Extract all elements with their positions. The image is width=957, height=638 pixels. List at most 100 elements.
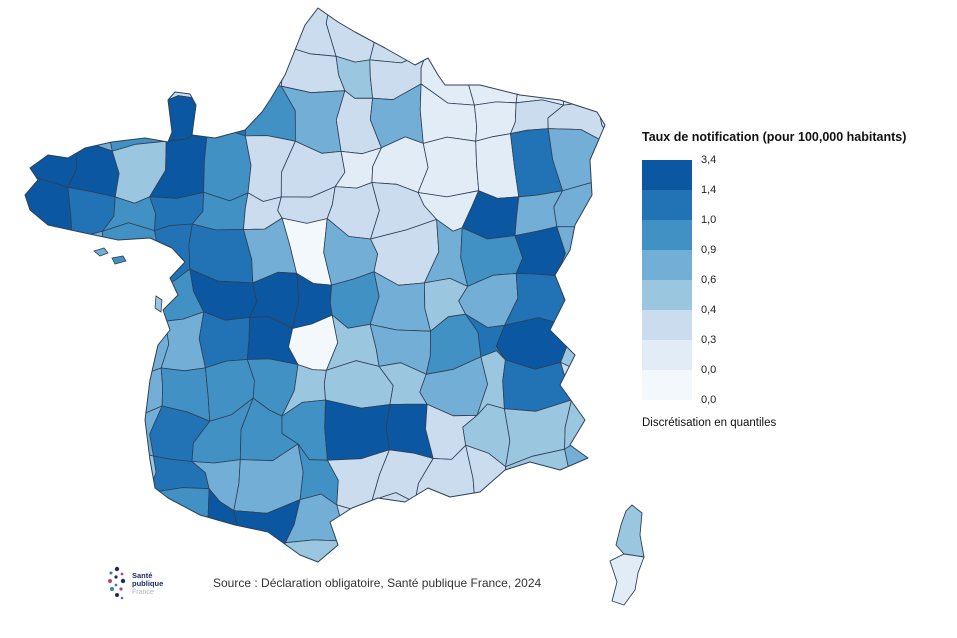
legend-title: Taux de notification (pour 100,000 habit… <box>642 130 907 144</box>
department-cell <box>504 488 561 552</box>
department-cell <box>25 454 73 499</box>
island <box>93 247 109 257</box>
legend-swatch <box>642 370 692 400</box>
department-cell <box>99 8 167 62</box>
france-choropleth-map <box>24 7 665 606</box>
legend-swatch <box>642 340 692 370</box>
department-cell <box>324 399 391 461</box>
logo-dot <box>109 571 113 575</box>
source-text: Source : Déclaration obligatoire, Santé … <box>213 576 542 590</box>
legend-swatch <box>642 250 692 280</box>
department-cell <box>421 8 476 62</box>
logo-dot <box>120 578 126 584</box>
department-cell <box>605 443 665 501</box>
department-cell <box>467 55 520 106</box>
legend-tick-label: 0,6 <box>701 274 717 286</box>
logo-dot <box>114 583 118 587</box>
department-cell <box>25 364 61 421</box>
department-cell <box>551 8 605 47</box>
department-cell <box>595 46 605 99</box>
department-cell <box>336 499 376 547</box>
department-cell <box>71 269 112 330</box>
department-cell <box>25 409 68 461</box>
department-cell <box>560 543 603 562</box>
legend-tick-label: 3,4 <box>701 154 717 166</box>
department-cell <box>25 539 67 562</box>
legend-tick-label: 0,0 <box>701 394 717 406</box>
department-cell <box>552 485 605 556</box>
department-cell <box>54 92 113 152</box>
department-cell <box>281 8 337 57</box>
sante-publique-france-logo: Santé publique France <box>107 565 163 605</box>
department-cell <box>59 319 109 371</box>
legend-swatch <box>642 160 692 190</box>
department-cell <box>60 491 125 555</box>
department-cell <box>25 271 79 333</box>
department-cell <box>52 365 121 415</box>
department-cell <box>25 318 74 377</box>
department-cell <box>237 41 284 92</box>
legend-swatch <box>642 220 692 250</box>
department-cell <box>514 226 566 277</box>
logo-line-sante: Santé <box>132 571 153 580</box>
department-cell <box>107 367 164 416</box>
logo-dot <box>114 566 120 572</box>
department-cell <box>555 226 605 285</box>
department-cell <box>193 8 251 60</box>
department-cell <box>52 8 110 53</box>
legend-tick-label: 0,4 <box>701 304 717 316</box>
department-cell <box>153 95 209 142</box>
department-cell <box>596 8 605 49</box>
department-cell <box>149 8 206 66</box>
department-cell <box>547 128 605 192</box>
department-cell <box>562 33 602 106</box>
department-cell <box>102 222 160 283</box>
logo-dot <box>119 587 123 591</box>
legend-tick-label: 1,0 <box>701 214 717 226</box>
logo-dot <box>120 596 124 600</box>
department-cell <box>59 453 117 501</box>
department-cell <box>473 8 519 62</box>
france-outline <box>24 7 606 563</box>
department-cell <box>54 46 108 102</box>
legend-note: Discrétisation en quantiles <box>642 417 777 429</box>
department-cell <box>203 127 252 202</box>
island <box>111 255 127 265</box>
department-cell <box>414 499 481 552</box>
legend-swatch <box>642 280 692 310</box>
department-cell <box>148 487 210 558</box>
department-cell <box>202 91 247 137</box>
department-cell <box>508 8 569 61</box>
logo-line-publique: publique <box>132 579 164 588</box>
department-cell <box>25 491 73 554</box>
corsica-north <box>615 504 645 558</box>
department-cell <box>104 50 155 107</box>
department-cell <box>369 8 427 64</box>
department-cell <box>115 489 163 555</box>
department-cell <box>564 399 605 450</box>
legend-swatch <box>642 190 692 220</box>
logo-dot <box>115 593 119 597</box>
spf-logo-text: Santé publique France <box>132 572 163 597</box>
logo-dot <box>108 579 112 583</box>
legend-ramp: 3,4 1,4 1,0 0,9 0,6 0,4 0,3 0,0 0,0 <box>642 154 762 406</box>
department-cell <box>555 275 605 332</box>
logo-dot <box>114 575 118 579</box>
department-cell <box>594 406 605 456</box>
department-cell <box>237 8 289 46</box>
spf-logo-dots-icon <box>108 566 126 600</box>
department-cell <box>59 405 121 456</box>
legend-tick-label: 1,4 <box>701 184 717 196</box>
department-cell <box>158 547 210 562</box>
department-cells <box>25 8 665 562</box>
department-cell <box>25 8 59 51</box>
department-cell <box>190 41 242 104</box>
legend-tick-label: 0,0 <box>701 364 717 376</box>
island <box>154 295 163 313</box>
corsica-south <box>609 553 645 606</box>
logo-line-france: France <box>132 589 154 596</box>
logo-dot <box>110 587 114 591</box>
department-cell <box>25 83 77 150</box>
department-cell <box>277 539 347 562</box>
